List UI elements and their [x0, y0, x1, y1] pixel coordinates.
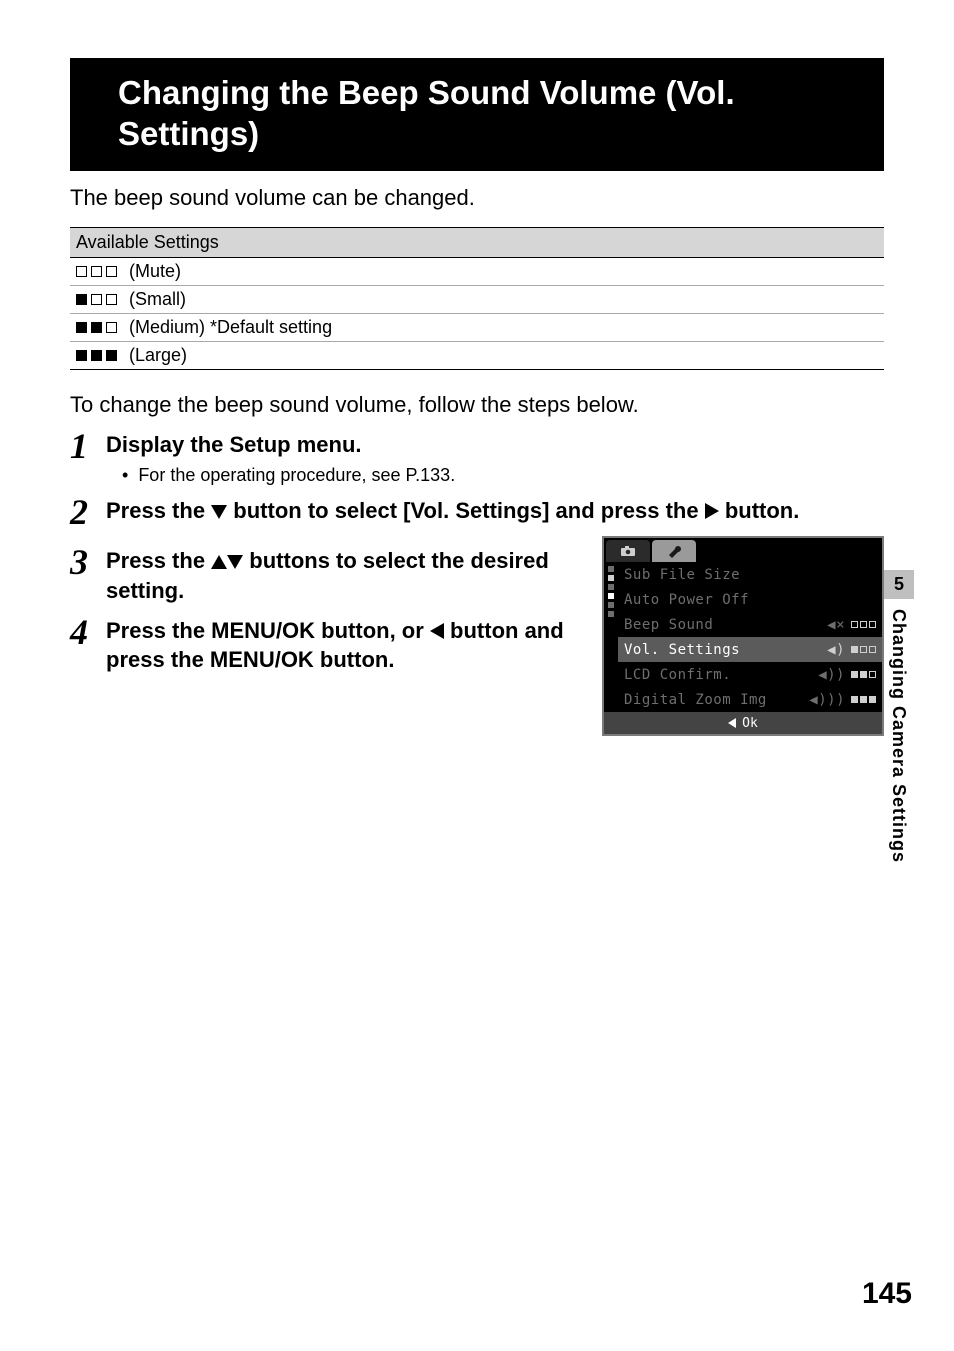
- camera-menu-screenshot: Sub File Size Auto Power Off Beep Sound …: [602, 536, 884, 736]
- table-row: (Medium) *Default setting: [70, 314, 884, 342]
- speaker-high-icon: ◀))): [809, 692, 845, 708]
- step-1: 1 Display the Setup menu. For the operat…: [70, 430, 884, 487]
- available-settings-table: Available Settings (Mute) (Small) (Mediu…: [70, 227, 884, 370]
- camera-menu-item: Digital Zoom Img ◀))): [618, 687, 882, 712]
- volume-level-icon: [76, 322, 117, 333]
- step-2: 2 Press the button to select [Vol. Setti…: [70, 496, 884, 530]
- camera-menu-item: Beep Sound ◀×: [618, 612, 882, 637]
- volume-level-icon: [76, 266, 117, 277]
- volume-bars-icon: [851, 696, 876, 703]
- volume-level-label: (Large): [129, 345, 187, 366]
- camera-menu-tabs: [604, 538, 882, 562]
- step-title: Press the MENU/OK button, or button and …: [106, 616, 582, 675]
- table-row: (Mute): [70, 258, 884, 286]
- step-title-part: Press the: [106, 498, 211, 523]
- volume-bars-icon: [851, 621, 876, 628]
- step-number: 4: [70, 614, 106, 650]
- volume-level-icon: [76, 294, 117, 305]
- page-number: 145: [862, 1277, 912, 1311]
- step-subtext: For the operating procedure, see P.133.: [122, 465, 884, 486]
- volume-level-icon: [76, 350, 117, 361]
- step-number: 2: [70, 494, 106, 530]
- right-arrow-icon: [705, 503, 719, 519]
- camera-menu-item-label: Vol. Settings: [624, 642, 827, 658]
- step-title-part: button to select [Vol. Settings] and pre…: [233, 498, 704, 523]
- left-arrow-icon: [430, 623, 444, 639]
- intro-text: The beep sound volume can be changed.: [70, 185, 884, 211]
- title-notch: [70, 58, 104, 171]
- camera-menu-footer: Ok: [604, 712, 882, 734]
- camera-menu-item-label: LCD Confirm.: [624, 667, 818, 683]
- title-text: Changing the Beep Sound Volume (Vol. Set…: [104, 58, 884, 171]
- down-arrow-icon: [211, 505, 227, 519]
- camera-menu-list: Sub File Size Auto Power Off Beep Sound …: [618, 562, 882, 712]
- camera-menu-item-label: Beep Sound: [624, 617, 827, 633]
- step-title: Press the buttons to select the desired …: [106, 546, 582, 605]
- step-title: Display the Setup menu.: [106, 430, 884, 460]
- speaker-low-icon: ◀): [827, 642, 845, 658]
- camera-menu-item: LCD Confirm. ◀)): [618, 662, 882, 687]
- section-title: Changing the Beep Sound Volume (Vol. Set…: [70, 58, 884, 171]
- step-title-part: Press the MENU/OK button, or: [106, 618, 430, 643]
- volume-bars-icon: [851, 646, 876, 653]
- camera-menu-item: Auto Power Off: [618, 587, 882, 612]
- speaker-med-icon: ◀)): [818, 667, 845, 683]
- camera-menu-item-label: Auto Power Off: [624, 592, 876, 608]
- side-tab-chapter: 5: [884, 570, 914, 599]
- down-arrow-icon: [227, 555, 243, 569]
- volume-level-label: (Small): [129, 289, 186, 310]
- available-settings-header: Available Settings: [70, 228, 884, 258]
- up-arrow-icon: [211, 555, 227, 569]
- camera-menu-item-selected: Vol. Settings ◀): [618, 637, 882, 662]
- volume-bars-icon: [851, 671, 876, 678]
- speaker-mute-icon: ◀×: [827, 617, 845, 633]
- camera-tab-shoot: [606, 540, 650, 562]
- steps-list: 1 Display the Setup menu. For the operat…: [70, 430, 884, 737]
- camera-menu-scroll-indicator: [604, 562, 618, 712]
- camera-menu-ok-label: Ok: [742, 716, 758, 731]
- table-row: (Large): [70, 342, 884, 369]
- camera-tab-setup: [652, 540, 696, 562]
- camera-icon: [620, 545, 636, 557]
- left-arrow-icon: [728, 718, 736, 728]
- camera-menu-item-label: Sub File Size: [624, 567, 876, 583]
- volume-level-label: (Mute): [129, 261, 181, 282]
- step-number: 3: [70, 544, 106, 580]
- table-row: (Small): [70, 286, 884, 314]
- camera-menu-item: Sub File Size: [618, 562, 882, 587]
- side-tab-text: Changing Camera Settings: [884, 609, 914, 863]
- lead-text: To change the beep sound volume, follow …: [70, 392, 884, 418]
- wrench-icon: [666, 544, 682, 558]
- step-3: 3 Press the buttons to select the desire…: [70, 546, 582, 605]
- side-tab: 5 Changing Camera Settings: [884, 570, 914, 863]
- step-number: 1: [70, 428, 106, 464]
- step-title-part: Press the: [106, 548, 211, 573]
- volume-level-label: (Medium) *Default setting: [129, 317, 332, 338]
- camera-menu-item-label: Digital Zoom Img: [624, 692, 809, 708]
- step-title-part: button.: [725, 498, 800, 523]
- step-title: Press the button to select [Vol. Setting…: [106, 496, 884, 526]
- step-4: 4 Press the MENU/OK button, or button an…: [70, 616, 582, 675]
